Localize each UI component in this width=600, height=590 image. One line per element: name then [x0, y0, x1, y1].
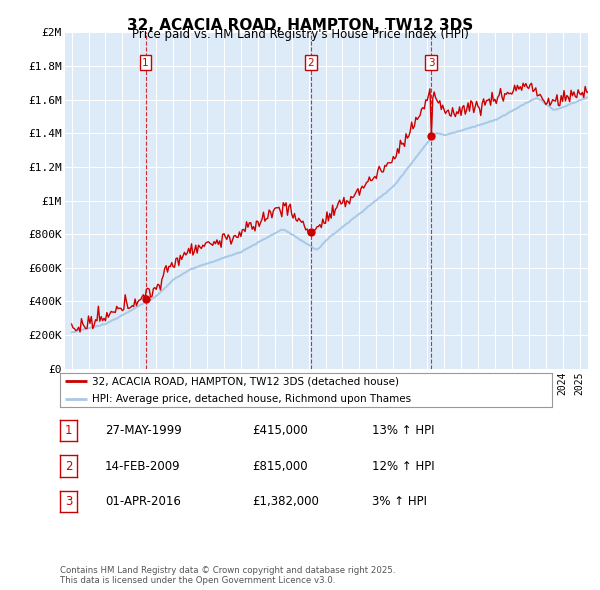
Text: HPI: Average price, detached house, Richmond upon Thames: HPI: Average price, detached house, Rich… [92, 394, 411, 404]
Text: 32, ACACIA ROAD, HAMPTON, TW12 3DS: 32, ACACIA ROAD, HAMPTON, TW12 3DS [127, 18, 473, 32]
Text: £415,000: £415,000 [252, 424, 308, 437]
Text: 1: 1 [142, 58, 149, 68]
Text: 12% ↑ HPI: 12% ↑ HPI [372, 460, 434, 473]
Text: 3: 3 [65, 495, 72, 508]
Text: 13% ↑ HPI: 13% ↑ HPI [372, 424, 434, 437]
Text: 3: 3 [428, 58, 434, 68]
Text: Price paid vs. HM Land Registry's House Price Index (HPI): Price paid vs. HM Land Registry's House … [131, 28, 469, 41]
Text: £815,000: £815,000 [252, 460, 308, 473]
Text: 2: 2 [307, 58, 314, 68]
Text: 3% ↑ HPI: 3% ↑ HPI [372, 495, 427, 508]
Text: 27-MAY-1999: 27-MAY-1999 [105, 424, 182, 437]
Text: 2: 2 [65, 460, 72, 473]
Text: 01-APR-2016: 01-APR-2016 [105, 495, 181, 508]
Text: £1,382,000: £1,382,000 [252, 495, 319, 508]
Text: 32, ACACIA ROAD, HAMPTON, TW12 3DS (detached house): 32, ACACIA ROAD, HAMPTON, TW12 3DS (deta… [92, 376, 399, 386]
Text: Contains HM Land Registry data © Crown copyright and database right 2025.
This d: Contains HM Land Registry data © Crown c… [60, 566, 395, 585]
Text: 14-FEB-2009: 14-FEB-2009 [105, 460, 181, 473]
Text: 1: 1 [65, 424, 72, 437]
